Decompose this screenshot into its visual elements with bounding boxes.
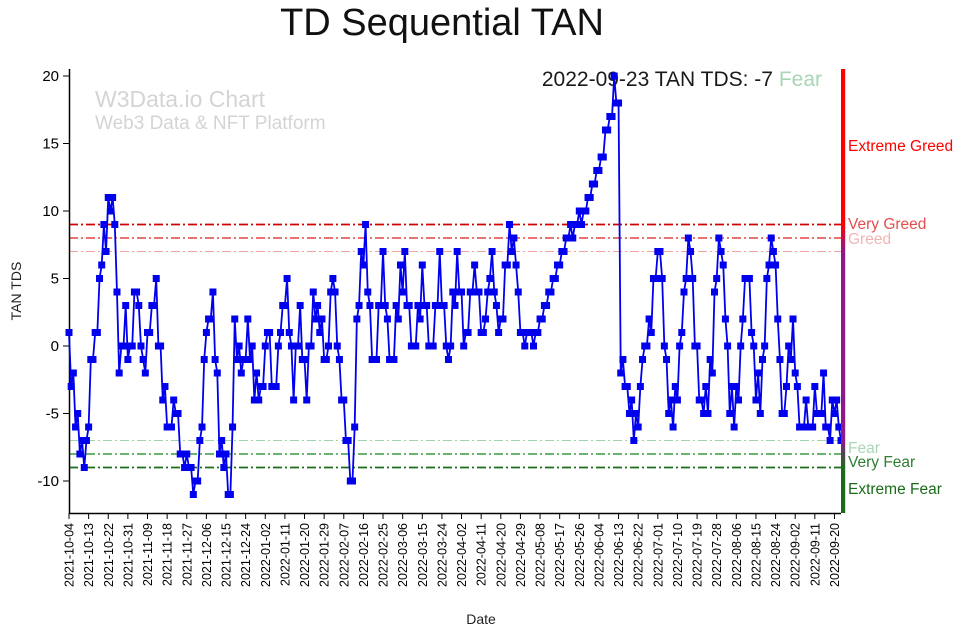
svg-text:2022-07-28: 2022-07-28 xyxy=(710,523,724,587)
svg-text:2022-03-15: 2022-03-15 xyxy=(416,523,430,587)
svg-text:2022-02-07: 2022-02-07 xyxy=(337,523,351,587)
svg-text:2022-06-13: 2022-06-13 xyxy=(612,523,626,587)
svg-text:0: 0 xyxy=(51,338,59,355)
svg-text:2022-01-11: 2022-01-11 xyxy=(278,523,292,586)
svg-text:2022-04-29: 2022-04-29 xyxy=(514,523,528,587)
svg-text:2021-11-27: 2021-11-27 xyxy=(180,523,194,586)
svg-text:2022-07-01: 2022-07-01 xyxy=(651,523,665,587)
svg-text:5: 5 xyxy=(51,271,59,288)
svg-text:2022-05-17: 2022-05-17 xyxy=(553,523,567,587)
svg-text:2022-07-19: 2022-07-19 xyxy=(691,523,705,587)
svg-text:15: 15 xyxy=(42,136,59,153)
svg-text:-5: -5 xyxy=(46,406,59,423)
svg-text:2022-03-24: 2022-03-24 xyxy=(435,523,449,587)
svg-text:2021-10-31: 2021-10-31 xyxy=(121,523,135,587)
svg-text:2022-06-22: 2022-06-22 xyxy=(632,523,646,587)
svg-text:2022-02-25: 2022-02-25 xyxy=(377,523,391,587)
svg-text:2022-09-20: 2022-09-20 xyxy=(828,523,842,587)
svg-text:2021-12-15: 2021-12-15 xyxy=(220,523,234,587)
svg-text:2022-01-20: 2022-01-20 xyxy=(298,523,312,587)
svg-text:2022-08-24: 2022-08-24 xyxy=(769,523,783,587)
svg-text:2022-01-29: 2022-01-29 xyxy=(318,523,332,587)
svg-text:2022-08-15: 2022-08-15 xyxy=(749,523,763,587)
svg-text:-10: -10 xyxy=(37,473,59,490)
svg-text:2021-11-18: 2021-11-18 xyxy=(161,523,175,586)
svg-text:2022-05-26: 2022-05-26 xyxy=(573,523,587,587)
svg-text:2021-10-04: 2021-10-04 xyxy=(63,523,77,587)
svg-text:2022-09-11: 2022-09-11 xyxy=(808,523,822,586)
svg-text:2021-12-24: 2021-12-24 xyxy=(239,523,253,587)
svg-text:2022-01-02: 2022-01-02 xyxy=(259,523,273,587)
svg-text:2022-02-16: 2022-02-16 xyxy=(357,523,371,587)
svg-text:2022-09-02: 2022-09-02 xyxy=(789,523,803,587)
svg-text:2021-12-06: 2021-12-06 xyxy=(200,523,214,587)
svg-text:2022-03-06: 2022-03-06 xyxy=(396,523,410,587)
svg-text:20: 20 xyxy=(42,68,59,85)
svg-text:2022-07-10: 2022-07-10 xyxy=(671,523,685,587)
svg-text:2021-11-09: 2021-11-09 xyxy=(141,523,155,586)
svg-text:2022-04-20: 2022-04-20 xyxy=(494,523,508,587)
svg-text:2022-05-08: 2022-05-08 xyxy=(534,523,548,587)
svg-text:2022-04-11: 2022-04-11 xyxy=(475,523,489,586)
svg-text:10: 10 xyxy=(42,203,59,220)
svg-text:2021-10-22: 2021-10-22 xyxy=(102,523,116,587)
svg-text:2022-06-04: 2022-06-04 xyxy=(592,523,606,587)
svg-text:2022-08-06: 2022-08-06 xyxy=(730,523,744,587)
svg-text:2022-04-02: 2022-04-02 xyxy=(455,523,469,587)
svg-text:2021-10-13: 2021-10-13 xyxy=(82,523,96,587)
